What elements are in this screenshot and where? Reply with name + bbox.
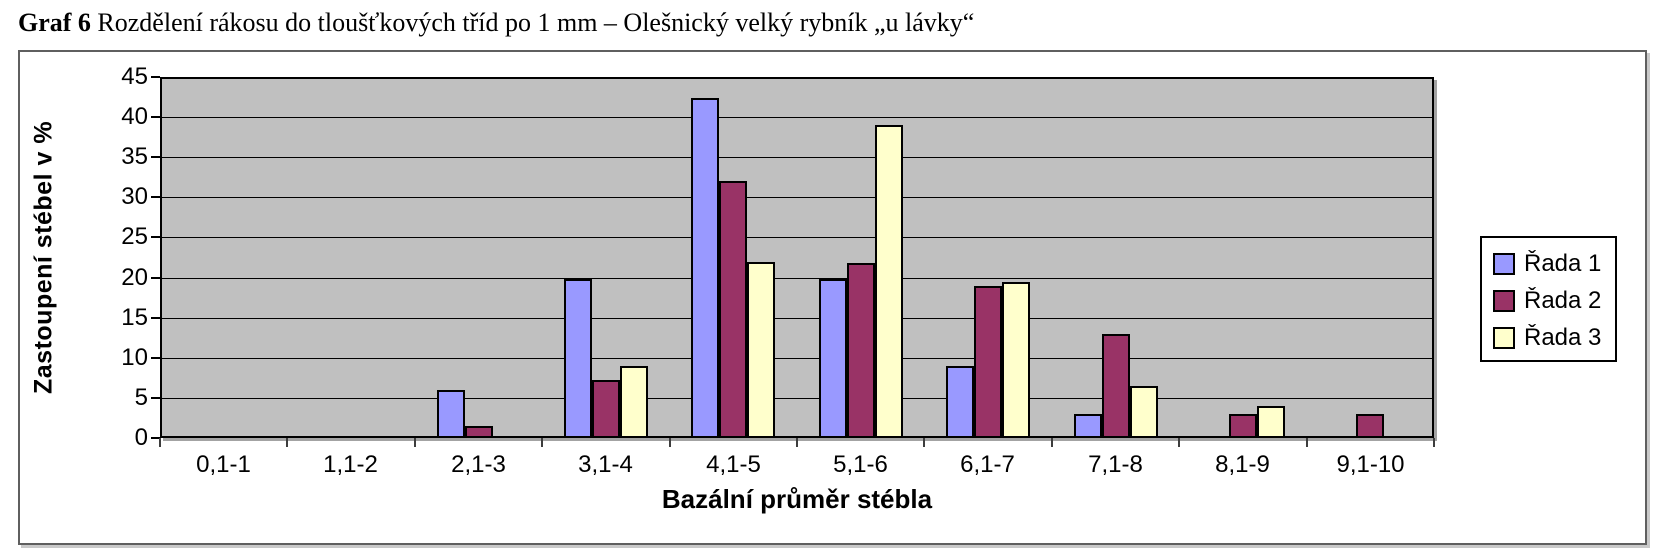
y-tick-mark-5 (151, 397, 160, 399)
x-tick-label-6,1-7: 6,1-7 (960, 451, 1015, 478)
bar-řada-2-2,1-3 (465, 426, 493, 438)
bar-řada-2-3,1-4 (592, 380, 620, 438)
y-tick-label-40: 40 (121, 103, 148, 130)
plot-area (160, 77, 1434, 438)
x-tick-mark-5 (796, 438, 798, 447)
bar-řada-1-7,1-8 (1074, 414, 1102, 438)
gridline-20 (162, 278, 1432, 279)
y-tick-mark-30 (151, 196, 160, 198)
y-tick-mark-45 (151, 76, 160, 78)
x-tick-mark-10 (1433, 438, 1435, 447)
bar-řada-2-7,1-8 (1102, 334, 1130, 438)
document-title: Graf 6 Rozdělení rákosu do tloušťkových … (18, 7, 974, 39)
legend-label: Řada 3 (1524, 323, 1602, 351)
bar-řada-1-3,1-4 (564, 279, 592, 438)
x-tick-label-5,1-6: 5,1-6 (833, 451, 888, 478)
bar-řada-1-6,1-7 (946, 366, 974, 438)
x-tick-mark-4 (669, 438, 671, 447)
y-tick-label-10: 10 (121, 344, 148, 371)
y-tick-label-25: 25 (121, 223, 148, 250)
x-tick-mark-1 (286, 438, 288, 447)
legend-swatch-icon (1493, 289, 1515, 312)
x-tick-label-8,1-9: 8,1-9 (1215, 451, 1270, 478)
gridline-30 (162, 197, 1432, 198)
x-tick-label-9,1-10: 9,1-10 (1336, 451, 1405, 478)
legend-label: Řada 1 (1524, 249, 1602, 277)
bar-řada-2-9,1-10 (1356, 414, 1384, 438)
bar-řada-3-5,1-6 (875, 125, 903, 438)
bar-řada-3-3,1-4 (620, 366, 648, 438)
y-tick-mark-15 (151, 317, 160, 319)
gridline-25 (162, 237, 1432, 238)
x-tick-label-7,1-8: 7,1-8 (1088, 451, 1143, 478)
y-tick-mark-0 (151, 437, 160, 439)
legend-item-řada-3: Řada 3 (1493, 319, 1615, 356)
y-tick-label-30: 30 (121, 183, 148, 210)
x-tick-mark-9 (1306, 438, 1308, 447)
gridline-5 (162, 398, 1432, 399)
bar-řada-1-4,1-5 (691, 98, 719, 438)
x-tick-label-3,1-4: 3,1-4 (578, 451, 633, 478)
y-tick-label-5: 5 (134, 384, 148, 411)
x-tick-mark-3 (541, 438, 543, 447)
legend-label: Řada 2 (1524, 286, 1602, 314)
x-tick-label-0,1-1: 0,1-1 (196, 451, 251, 478)
x-tick-mark-8 (1178, 438, 1180, 447)
bar-řada-2-8,1-9 (1229, 414, 1257, 438)
y-tick-mark-10 (151, 357, 160, 359)
chart-legend: Řada 1 Řada 2 Řada 3 (1480, 236, 1617, 362)
x-tick-mark-7 (1051, 438, 1053, 447)
x-tick-mark-0 (159, 438, 161, 447)
y-tick-label-35: 35 (121, 143, 148, 170)
x-tick-label-2,1-3: 2,1-3 (451, 451, 506, 478)
x-tick-mark-2 (414, 438, 416, 447)
gridline-35 (162, 157, 1432, 158)
x-axis-title: Bazální průměr stébla (661, 484, 933, 514)
legend-item-řada-2: Řada 2 (1493, 282, 1615, 319)
y-tick-mark-40 (151, 116, 160, 118)
document-title-text: Rozdělení rákosu do tloušťkových tříd po… (90, 8, 975, 37)
document-title-number: Graf 6 (18, 8, 91, 37)
y-axis-title: Zastoupení stébel v % (29, 120, 58, 395)
y-tick-label-45: 45 (121, 63, 148, 90)
y-tick-label-0: 0 (134, 424, 148, 451)
bar-řada-3-6,1-7 (1002, 282, 1030, 438)
bar-řada-3-7,1-8 (1130, 386, 1158, 438)
gridline-15 (162, 318, 1432, 319)
y-tick-label-15: 15 (121, 304, 148, 331)
gridline-10 (162, 358, 1432, 359)
y-tick-mark-25 (151, 236, 160, 238)
bar-řada-2-4,1-5 (719, 181, 747, 438)
bar-řada-2-5,1-6 (847, 263, 875, 438)
legend-swatch-icon (1493, 326, 1515, 349)
x-tick-label-4,1-5: 4,1-5 (706, 451, 761, 478)
legend-swatch-icon (1493, 252, 1515, 275)
bar-řada-3-8,1-9 (1257, 406, 1285, 438)
bar-řada-3-4,1-5 (747, 262, 775, 438)
y-tick-mark-20 (151, 277, 160, 279)
bar-řada-2-6,1-7 (974, 286, 1002, 438)
y-tick-mark-35 (151, 156, 160, 158)
x-tick-label-1,1-2: 1,1-2 (323, 451, 378, 478)
y-tick-label-20: 20 (121, 264, 148, 291)
gridline-40 (162, 117, 1432, 118)
x-tick-mark-6 (923, 438, 925, 447)
legend-item-řada-1: Řada 1 (1493, 245, 1615, 282)
bar-řada-1-5,1-6 (819, 279, 847, 438)
bar-řada-1-2,1-3 (437, 390, 465, 438)
